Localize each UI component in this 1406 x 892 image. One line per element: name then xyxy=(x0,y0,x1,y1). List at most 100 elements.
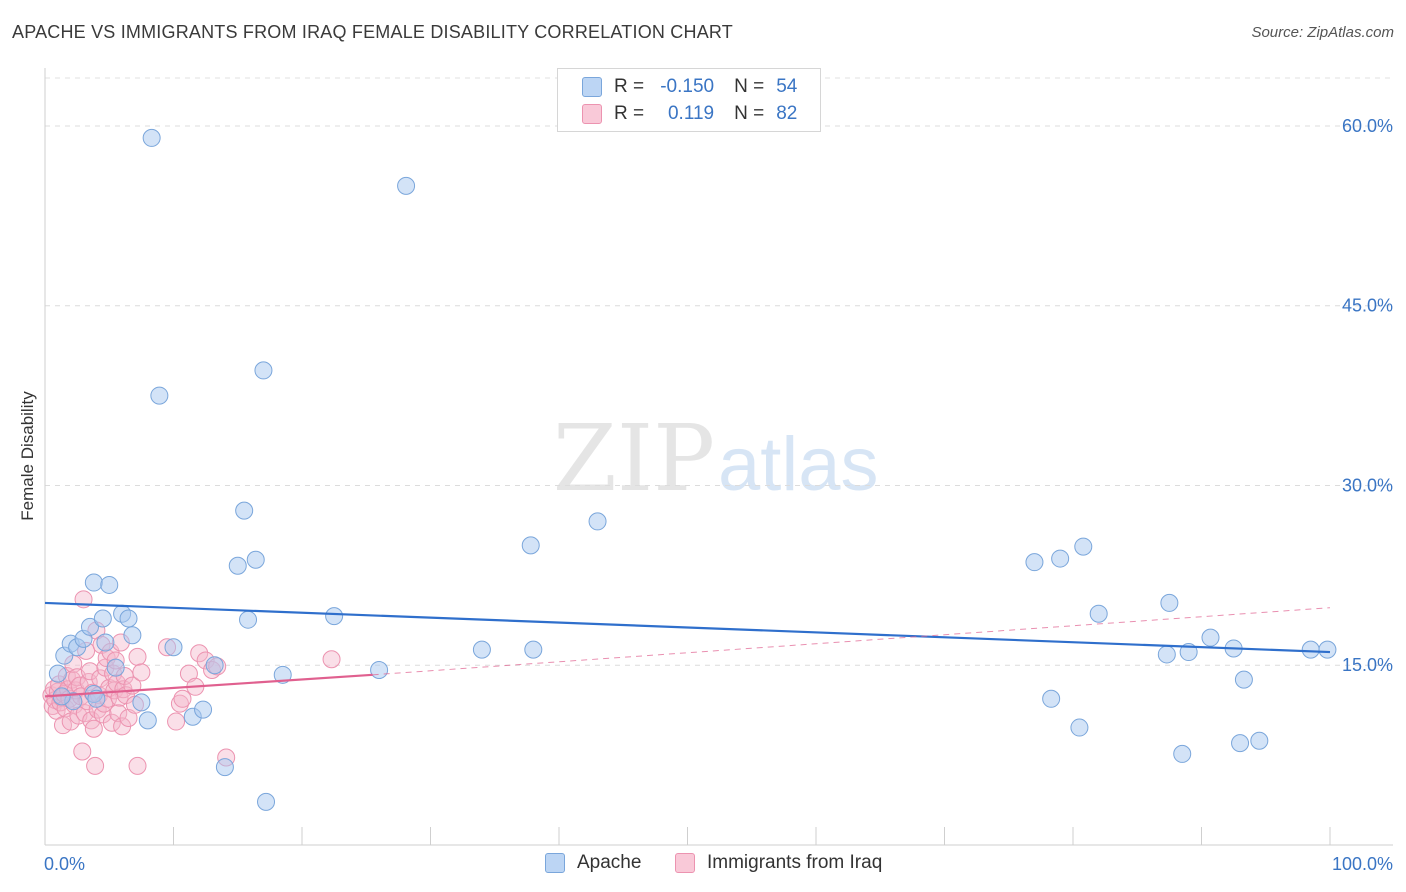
data-point-apache xyxy=(397,176,416,195)
data-point-apache xyxy=(273,665,292,684)
legend-label-apache: Apache xyxy=(577,852,642,873)
legend-r-label: R = xyxy=(614,76,645,97)
data-point-apache xyxy=(1231,734,1250,753)
data-point-apache xyxy=(1201,628,1220,647)
legend-swatch-iraq xyxy=(582,104,602,124)
chart-title: APACHE VS IMMIGRANTS FROM IRAQ FEMALE DI… xyxy=(12,22,733,42)
legend-swatch-apache xyxy=(545,853,565,873)
trend-lines xyxy=(44,601,1331,698)
data-point-apache xyxy=(106,658,125,677)
data-point-apache xyxy=(138,711,157,730)
data-point-apache xyxy=(205,656,224,675)
correlation-legend: R = -0.150 N = 54 R = 0.119 N = 82 xyxy=(557,68,821,132)
legend-r-label: R = xyxy=(614,103,645,124)
data-point-apache xyxy=(150,386,169,405)
legend-row-iraq: R = 0.119 N = 82 xyxy=(582,102,797,126)
data-point-apache xyxy=(1173,744,1192,763)
data-point-iraq xyxy=(128,647,147,666)
legend-n-value: 54 xyxy=(776,76,798,97)
trend-line-apache xyxy=(44,601,1331,654)
data-point-apache xyxy=(524,640,543,659)
data-point-iraq xyxy=(119,708,138,727)
data-point-apache xyxy=(123,626,142,645)
data-point-apache xyxy=(246,550,265,569)
data-point-apache xyxy=(215,758,234,777)
source-credit: Source: ZipAtlas.com xyxy=(1251,24,1394,41)
data-point-apache xyxy=(472,640,491,659)
data-point-iraq xyxy=(167,712,186,731)
data-point-apache xyxy=(142,128,161,147)
y-tick-label: 60.0% xyxy=(1342,116,1393,136)
trend-line-iraq xyxy=(44,673,373,698)
x-tick-label: 0.0% xyxy=(44,854,85,874)
data-point-iraq xyxy=(170,694,189,713)
data-point-apache xyxy=(235,501,254,520)
data-point-iraq xyxy=(179,664,198,683)
data-point-apache xyxy=(1070,718,1089,737)
data-point-apache xyxy=(521,536,540,555)
data-point-apache xyxy=(194,700,213,719)
data-point-apache xyxy=(100,575,119,594)
data-point-apache xyxy=(370,661,389,680)
tick-labels: 15.0% 30.0% 45.0% 60.0% 0.0% 100.0% xyxy=(44,116,1393,874)
y-tick-label: 30.0% xyxy=(1342,475,1393,495)
data-point-iraq xyxy=(102,713,121,732)
legend-n-value: 82 xyxy=(776,103,798,124)
data-point-apache xyxy=(1301,640,1320,659)
data-point-iraq xyxy=(84,719,103,738)
legend-label-iraq: Immigrants from Iraq xyxy=(707,852,883,873)
legend-r-value: -0.150 xyxy=(660,76,715,97)
series-apache xyxy=(48,128,1337,811)
data-point-apache xyxy=(96,633,115,652)
axes xyxy=(44,68,1393,846)
data-point-iraq xyxy=(132,663,151,682)
legend-item-apache: Apache xyxy=(545,852,641,874)
data-point-apache xyxy=(80,617,99,636)
data-point-apache xyxy=(1250,731,1269,750)
data-point-iraq xyxy=(73,742,92,761)
data-point-apache xyxy=(1160,593,1179,612)
legend-r-value: 0.119 xyxy=(667,103,715,124)
y-tick-label: 15.0% xyxy=(1342,655,1393,675)
data-point-apache xyxy=(254,361,273,380)
y-tick-label: 45.0% xyxy=(1342,296,1393,316)
legend-n-label: N = xyxy=(734,76,765,97)
data-point-apache xyxy=(84,573,103,592)
series-legend: Apache Immigrants from Iraq xyxy=(0,852,1406,876)
data-point-apache xyxy=(48,664,67,683)
data-point-iraq xyxy=(322,650,341,669)
data-point-apache xyxy=(1074,537,1093,556)
data-point-iraq xyxy=(190,644,209,663)
legend-row-apache: R = -0.150 N = 54 xyxy=(582,75,797,99)
data-point-apache xyxy=(257,792,276,811)
data-point-iraq xyxy=(173,689,192,708)
data-point-apache xyxy=(119,609,138,628)
watermark-atlas: atlas xyxy=(718,422,879,507)
data-point-apache xyxy=(1051,549,1070,568)
data-point-iraq xyxy=(80,662,99,681)
data-point-apache xyxy=(132,693,151,712)
trend-line-iraq-extension xyxy=(372,607,1331,676)
x-tick-label: 100.0% xyxy=(1332,854,1393,874)
legend-swatch-iraq xyxy=(675,853,695,873)
data-point-apache xyxy=(1234,670,1253,689)
data-point-apache xyxy=(239,610,258,629)
data-point-apache xyxy=(228,556,247,575)
data-point-apache xyxy=(1025,553,1044,572)
data-point-apache xyxy=(87,689,106,708)
data-point-apache xyxy=(1042,689,1061,708)
legend-swatch-apache xyxy=(582,77,602,97)
data-point-apache xyxy=(93,609,112,628)
data-point-iraq xyxy=(86,756,105,775)
legend-item-iraq: Immigrants from Iraq xyxy=(675,852,882,874)
data-point-apache xyxy=(588,512,607,531)
legend-n-label: N = xyxy=(734,103,765,124)
data-point-apache xyxy=(164,638,183,657)
data-point-apache xyxy=(1157,645,1176,664)
data-point-apache xyxy=(1089,604,1108,623)
data-point-apache xyxy=(325,607,344,626)
gridlines xyxy=(45,77,1393,666)
data-point-apache xyxy=(1318,640,1337,659)
watermark-zip: ZIP xyxy=(553,405,715,512)
